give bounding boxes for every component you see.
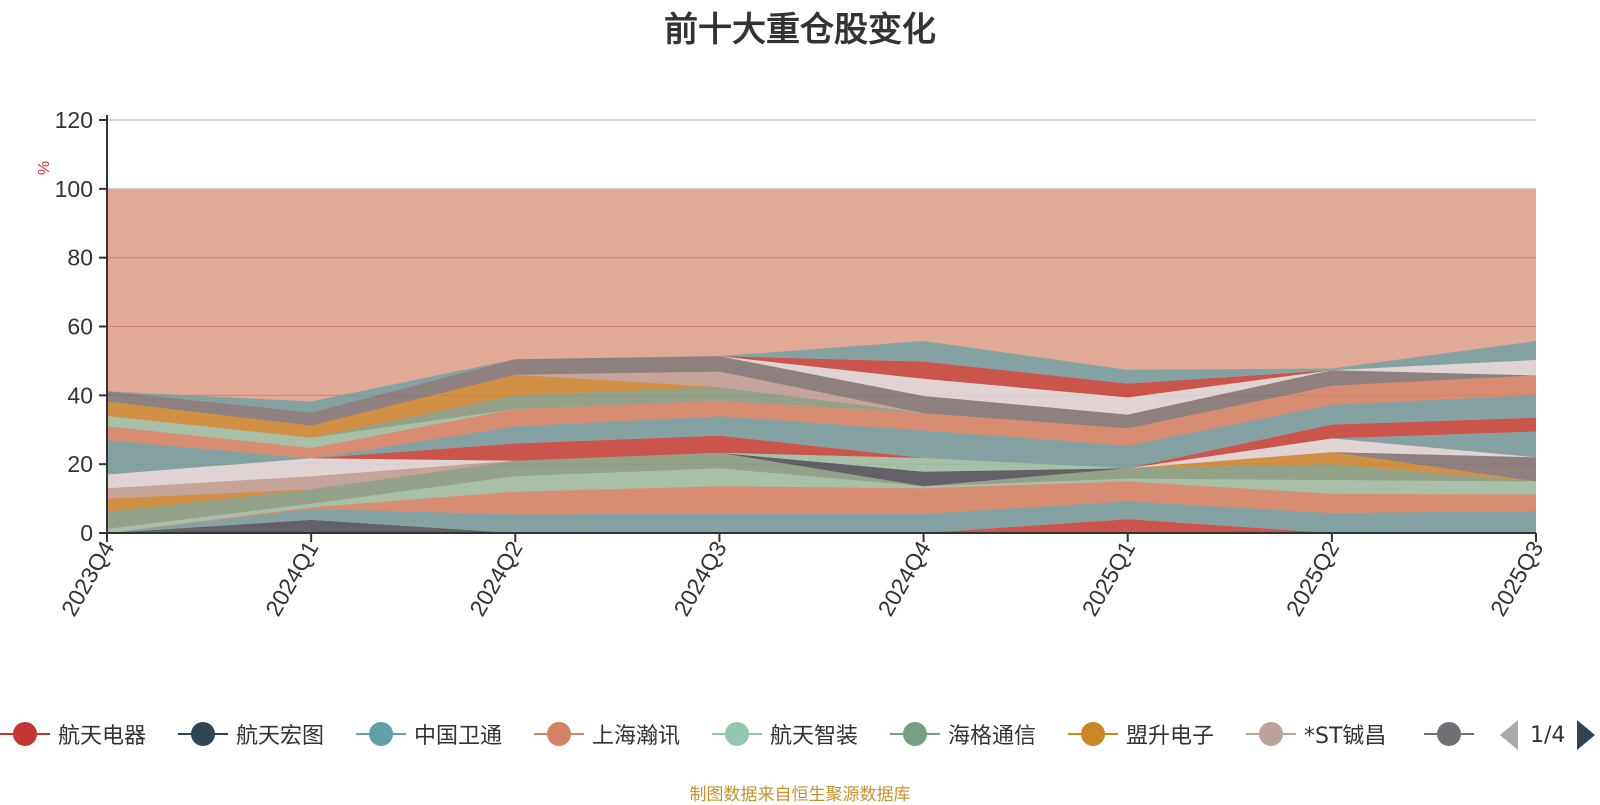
y-tick-label: 80 <box>67 245 93 271</box>
legend-item[interactable]: *ST铖昌 <box>1246 712 1386 756</box>
x-tick-label: 2024Q3 <box>668 537 731 621</box>
area-series-7 <box>107 452 1536 499</box>
legend-swatch-icon <box>890 719 940 749</box>
area-series-14 <box>107 395 1536 469</box>
area-series-1 <box>107 519 1536 533</box>
area-series-20 <box>107 356 1536 429</box>
legend-swatch-icon <box>1068 719 1118 749</box>
area-series-2 <box>107 501 1536 533</box>
x-tick-label: 2024Q4 <box>872 536 936 620</box>
legend-label: 海格通信 <box>948 724 1037 749</box>
chart: 0 20 40 60 80 100 120% 2023Q4 2024Q1 2024Q2 2024Q3… <box>36 107 1548 621</box>
legend-item[interactable]: 盟升电子 <box>1068 712 1214 756</box>
area-series-21 <box>107 356 1536 415</box>
legend-swatch-icon <box>534 719 584 749</box>
area-series-16 <box>107 375 1536 448</box>
source-note: 制图数据来自恒生聚源数据库 <box>689 785 911 805</box>
series-layer <box>107 341 1536 533</box>
area-series-17 <box>107 375 1536 438</box>
legend-prev-page-icon[interactable] <box>1500 720 1518 750</box>
y-tick-label: 0 <box>80 520 93 546</box>
legend-swatch-icon <box>0 719 50 749</box>
legend-item[interactable]: 航天电器 <box>0 712 146 756</box>
area-series-9 <box>107 438 1536 489</box>
y-tick-label: 60 <box>67 314 93 340</box>
legend-label: 盟升电子 <box>1126 724 1215 749</box>
legend: 航天电器 航天宏图 中国卫通 上海瀚讯 航天智装 海格通信 盟升电子 *ST铖昌 钢研高纳 <box>0 712 1600 756</box>
legend-swatch-icon <box>178 719 228 749</box>
legend-label: *ST铖昌 <box>1304 724 1387 749</box>
y-tick-label: 100 <box>55 176 93 202</box>
legend-label: 中国卫通 <box>414 724 503 749</box>
y-tick-label: 20 <box>67 451 93 477</box>
legend-pager: 1/4 <box>1500 720 1596 750</box>
x-tick-label: 2025Q1 <box>1077 537 1140 621</box>
legend-label: 航天宏图 <box>236 724 325 749</box>
y-tick-label: 40 <box>67 382 93 408</box>
legend-label: 航天智装 <box>770 724 859 749</box>
x-tick-label: 2024Q1 <box>260 537 323 621</box>
legend-item[interactable]: 上海瀚讯 <box>534 712 680 756</box>
x-tick-label: 2025Q2 <box>1281 537 1344 621</box>
legend-items: 航天电器 航天宏图 中国卫通 上海瀚讯 航天智装 海格通信 盟升电子 *ST铖昌 钢研高纳 <box>0 712 1482 756</box>
x-tick-label: 2023Q4 <box>56 536 120 620</box>
legend-swatch-icon <box>356 719 406 749</box>
y-axis-label: % <box>36 161 53 175</box>
legend-label: 航天电器 <box>58 724 147 749</box>
x-tick-label: 2024Q2 <box>464 537 527 621</box>
chart-title: 前十大重仓股变化 <box>664 10 936 50</box>
legend-item[interactable]: 中国卫通 <box>356 712 502 756</box>
legend-item[interactable]: 钢研高纳 <box>1424 712 1482 756</box>
legend-item[interactable]: 航天智装 <box>712 712 858 756</box>
area-series-22 <box>107 356 1536 413</box>
area-series-3 <box>107 481 1536 533</box>
y-tick-label: 120 <box>55 107 93 133</box>
area-series-13 <box>107 417 1536 469</box>
legend-item[interactable]: 海格通信 <box>890 712 1036 756</box>
area-series-0 <box>107 519 1536 533</box>
legend-page-indicator: 1/4 <box>1530 722 1566 748</box>
area-series-19 <box>107 371 1536 429</box>
area-series-15 <box>107 375 1536 459</box>
x-tick-label: 2025Q3 <box>1485 537 1548 621</box>
area-series-8 <box>107 452 1536 489</box>
legend-item[interactable]: 航天宏图 <box>178 712 324 756</box>
legend-swatch-icon <box>712 719 762 749</box>
area-series-18 <box>107 374 1536 438</box>
legend-swatch-icon <box>1246 719 1296 749</box>
legend-swatch-icon <box>1424 719 1474 749</box>
area-series-4 <box>107 468 1536 533</box>
area-series-10 <box>107 431 1536 487</box>
legend-label: 上海瀚讯 <box>592 724 681 749</box>
area-series-6 <box>107 452 1536 512</box>
area-series-5 <box>107 452 1536 529</box>
legend-next-page-icon[interactable] <box>1577 720 1596 750</box>
area-series-23 <box>107 341 1536 413</box>
